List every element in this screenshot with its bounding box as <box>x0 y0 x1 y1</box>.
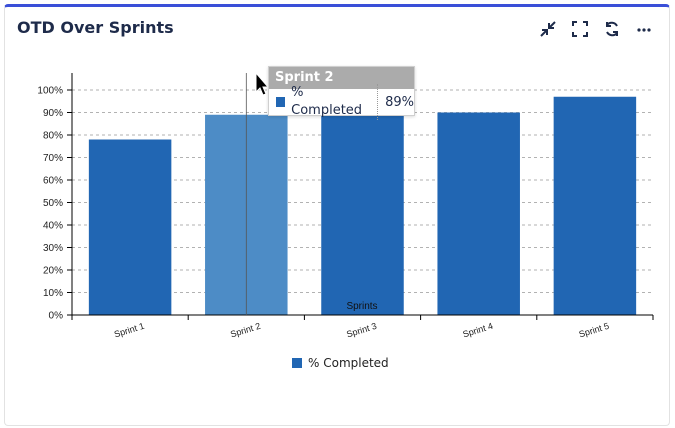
x-tick-label: Sprint 2 <box>229 321 262 340</box>
more-icon[interactable] <box>635 20 653 38</box>
y-tick-label: 70% <box>43 153 63 164</box>
x-tick-label: Sprint 3 <box>345 321 378 340</box>
fullscreen-icon[interactable] <box>571 20 589 38</box>
refresh-icon[interactable] <box>603 20 621 38</box>
widget-toolbar <box>539 20 653 38</box>
y-tick-label: 30% <box>43 243 63 254</box>
y-tick-label: 40% <box>43 221 63 232</box>
tooltip-series-label: % Completed <box>291 84 379 120</box>
y-tick-label: 10% <box>43 288 63 299</box>
y-tick-label: 0% <box>49 311 64 322</box>
bar <box>88 139 172 315</box>
y-tick-label: 90% <box>43 108 63 119</box>
x-tick-label: Sprint 4 <box>462 321 495 340</box>
y-tick-label: 80% <box>43 131 63 142</box>
tooltip-value: 89% <box>385 94 414 110</box>
x-tick-label: Sprint 1 <box>113 321 146 340</box>
y-tick-label: 50% <box>43 198 63 209</box>
y-tick-label: 60% <box>43 176 63 187</box>
bar <box>437 112 520 315</box>
legend-swatch <box>292 358 302 368</box>
bar <box>321 112 404 315</box>
bar <box>553 96 637 315</box>
tooltip-title: Sprint 2 <box>269 67 414 89</box>
collapse-icon[interactable] <box>539 20 557 38</box>
tooltip-swatch <box>276 97 286 107</box>
chart-legend[interactable]: % Completed <box>292 356 389 370</box>
widget-title: OTD Over Sprints <box>17 18 174 37</box>
x-tick-label: Sprint 5 <box>578 321 611 340</box>
mouse-cursor <box>255 71 270 96</box>
y-tick-label: 100% <box>37 86 63 97</box>
y-tick-label: 20% <box>43 266 63 277</box>
tooltip-row: % Completed 89% <box>269 84 414 120</box>
legend-label: % Completed <box>308 356 389 370</box>
x-axis-title: Sprints <box>346 301 377 312</box>
chart-tooltip: Sprint 2 % Completed 89% <box>268 66 415 120</box>
